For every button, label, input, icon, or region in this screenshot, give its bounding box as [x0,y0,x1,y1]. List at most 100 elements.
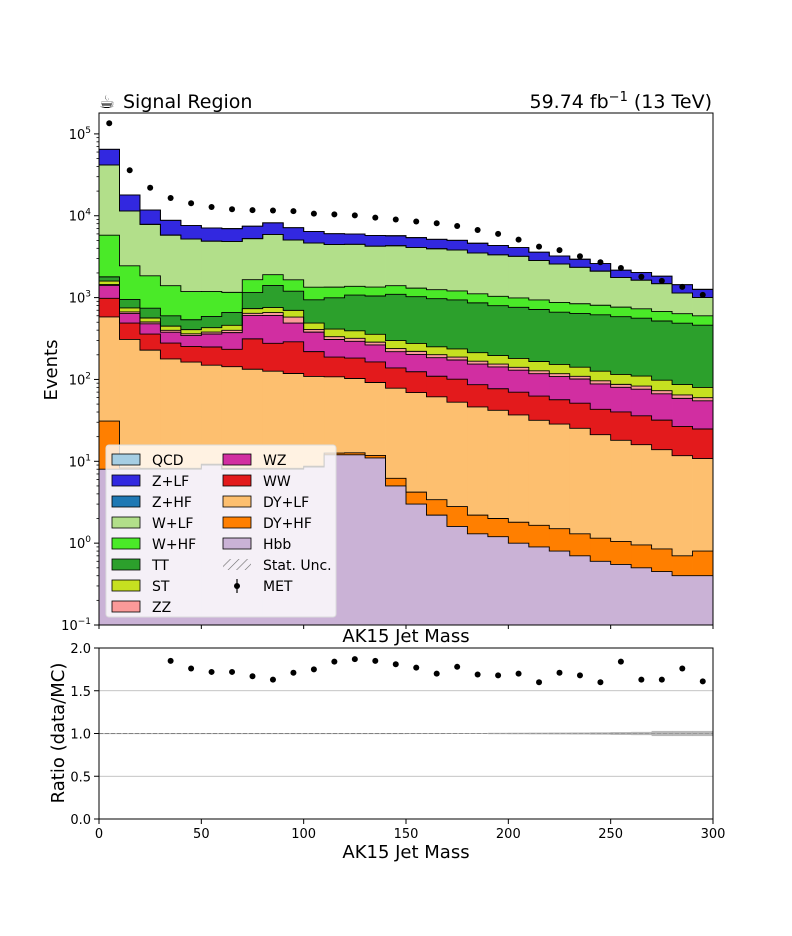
met-point [638,273,645,280]
bar-st [344,330,366,339]
bar-dy-hf [344,452,366,455]
legend-entry-z-hf: Z+HF [111,495,192,511]
bar-tt [590,314,612,372]
bar-z-lf [160,220,182,236]
bar-w-hf [365,287,386,297]
bar-hbb [426,515,448,625]
bar-ww [262,343,284,372]
ratio-unc-bin [446,733,468,734]
y-axis-label-events: Events [41,340,62,401]
legend-label: WZ [263,453,286,469]
bar-wz [139,323,161,335]
bar-ww [631,415,652,445]
bar-w-lf [692,297,713,316]
stack-outline [99,297,713,430]
bar-wz [365,344,386,362]
x-tick-label: 200 [496,827,521,842]
legend-swatch-w-hf [111,537,141,550]
bar-tt [344,295,366,331]
ratio-point [679,665,686,672]
bar-z-lf [569,259,591,268]
main-plot-frame [98,112,714,626]
bar-w-lf [139,224,161,276]
met-point [167,194,174,201]
bar-tt [283,291,305,311]
bar-ww [365,361,386,383]
ratio-y-tick-label: 1.0 [70,728,91,743]
bar-z-lf [508,247,530,257]
bar-st [303,323,325,330]
bar-ww [426,376,448,397]
y-tick-label: 100 [69,535,92,552]
bar-w-lf [303,243,325,288]
bar-ww [221,349,243,367]
bar-dy-hf [528,525,550,547]
bar-ww [446,379,468,403]
bar-w-lf [610,277,632,308]
bar-ww [528,396,550,421]
bar-st [610,374,632,385]
legend-entry-stat-unc: Stat. Unc. [223,558,332,574]
bar-dy-hf [508,522,530,544]
met-point [576,253,583,260]
bar-z-lf [549,256,571,265]
bar-dy-hf [446,506,468,527]
legend-swatch-qcd [111,453,141,466]
bar-zz [631,386,652,390]
bar-zz [119,311,141,314]
bar-dy-lf [672,455,693,556]
bar-w-hf [262,274,284,286]
ratio-point [474,671,481,678]
bar-zz [242,313,264,316]
bar-hbb [590,561,612,625]
met-point [147,184,154,191]
ratio-point [638,676,645,683]
bar-tt [201,316,223,328]
bar-wz [446,360,468,380]
ratio-point [576,672,583,679]
ratio-unc-bin [631,731,652,736]
y-tick-label: 102 [69,371,91,388]
legend-label: TT [151,558,169,574]
bar-zz [139,322,161,324]
bar-dy-hf [406,492,427,505]
ratio-panel-title: AK15 Jet Mass [342,626,469,647]
bar-hbb [365,457,386,625]
bar-w-hf [406,288,427,297]
bar-w-hf [590,305,612,315]
ratio-point [433,670,440,677]
bar-wz [406,354,427,372]
y-axis-label-ratio: Ratio (data/MC) [48,663,69,804]
met-point [495,230,502,237]
bar-st [692,387,713,398]
ratio-unc-bin [610,732,632,735]
ratio-point [495,672,502,679]
bar-w-lf [406,247,427,289]
bar-hbb [344,454,366,625]
legend-entry-w-lf: W+LF [111,516,193,532]
bar-zz [569,376,591,379]
ratio-unc-bin [406,733,427,735]
bar-dy-hf [385,478,407,486]
bar-w-lf [262,234,284,275]
bar-zz [528,370,550,374]
bar-zz [385,348,407,352]
ratio-unc-bin [242,733,264,735]
bar-dy-hf [569,533,591,556]
bar-tt [487,305,509,356]
bar-z-lf [180,225,202,240]
bar-tt [651,320,673,381]
bar-w-hf [221,292,243,313]
bar-zz [549,373,571,377]
x-tick-label: 150 [394,827,419,842]
bar-zz [99,284,120,286]
bar-z-lf [590,263,612,272]
bar-w-hf [201,291,223,317]
bar-wz [324,339,345,358]
bar-st [242,308,264,314]
ratio-axes: 0.0 0.5 1.0 1.5 2.0 0 50 100 150 200 250 300 [70,642,725,842]
legend-swatch-zz [111,600,141,613]
bar-w-lf [160,235,182,286]
legend-label: MET [263,579,293,595]
legend-swatch-dy-lf [222,495,252,508]
